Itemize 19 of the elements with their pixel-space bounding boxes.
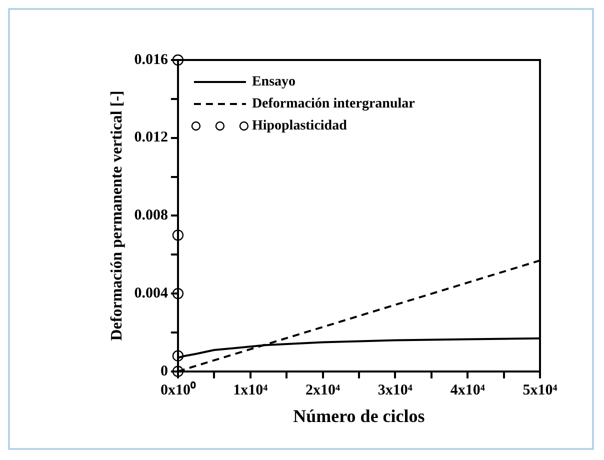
y-tick-label: 0.008 xyxy=(134,208,168,224)
x-axis-title: Número de ciclos xyxy=(293,406,425,426)
y-tick-label: 0.016 xyxy=(134,52,168,68)
y-tick-label: 0 xyxy=(160,363,168,380)
point xyxy=(172,230,184,241)
point xyxy=(172,350,184,362)
legend-label: Ensayo xyxy=(252,74,296,90)
point xyxy=(172,288,184,300)
y-tick-label: 0.004 xyxy=(134,285,168,302)
y-axis-title: Deformación permanente vertical [-] xyxy=(108,90,126,341)
legend-label: Deformación intergranular xyxy=(252,96,415,112)
x-tick-label: 4x10⁴ xyxy=(450,382,486,398)
y-tick-label: 0.012 xyxy=(134,130,168,146)
x-tick-label: 5x10⁴ xyxy=(522,382,558,398)
x-tick-label: 1x10⁴ xyxy=(233,382,268,398)
x-tick-label: 0x10⁰ xyxy=(160,380,196,398)
x-tick-label: 3x10⁴ xyxy=(378,382,413,398)
x-tick-label: 2x10⁴ xyxy=(306,382,341,398)
legend-label: Hipoplasticidad xyxy=(252,118,348,134)
